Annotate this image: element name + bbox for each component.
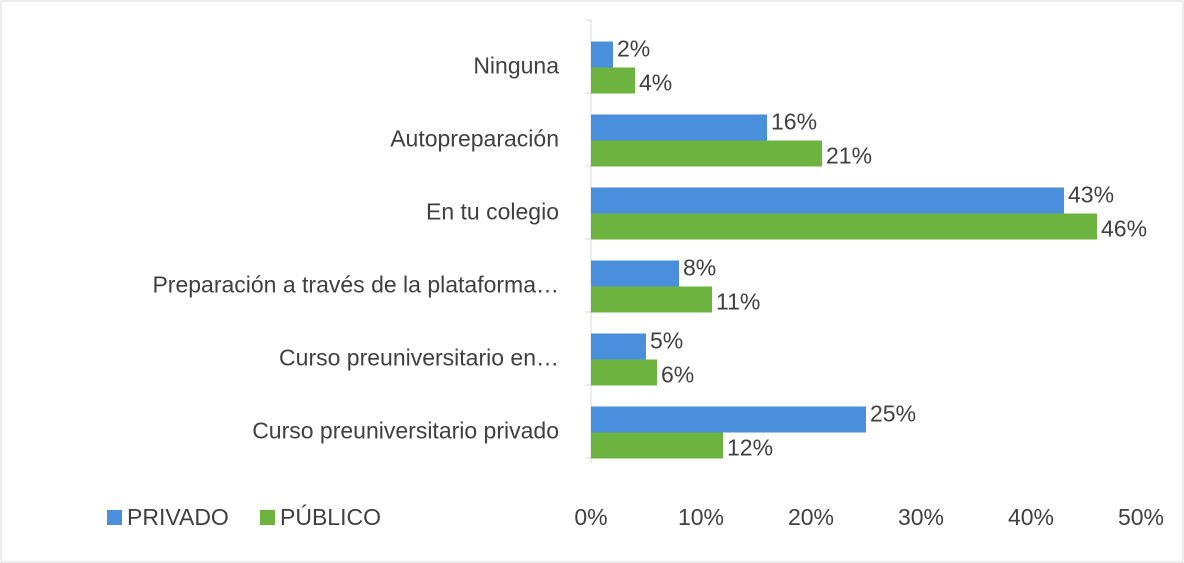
category-label: Curso preuniversitario privado: [252, 418, 559, 444]
bar: [591, 359, 657, 386]
bar: [591, 406, 866, 433]
x-tick-label: 0%: [574, 504, 607, 530]
category-label: Autopreparación: [390, 126, 559, 152]
data-label: 11%: [716, 289, 760, 315]
x-tick-label: 30%: [898, 504, 944, 530]
bar: [591, 41, 613, 68]
bar: [591, 333, 646, 360]
bar: [591, 432, 723, 459]
bar: [591, 213, 1097, 240]
data-label: 4%: [639, 70, 672, 96]
x-tick-label: 10%: [678, 504, 724, 530]
bar: [591, 260, 679, 287]
x-tick-label: 40%: [1008, 504, 1054, 530]
category-label: Ninguna: [473, 53, 559, 79]
data-label: 6%: [661, 362, 694, 388]
bar: [591, 140, 822, 167]
legend-label: PÚBLICO: [280, 504, 381, 530]
x-tick-label: 20%: [788, 504, 834, 530]
category-label: En tu colegio: [426, 199, 559, 225]
bar: [591, 114, 767, 141]
data-label: 8%: [683, 255, 716, 281]
data-label: 21%: [826, 143, 872, 169]
data-label: 12%: [727, 435, 773, 461]
data-label: 25%: [870, 401, 916, 427]
data-label: 16%: [771, 109, 817, 135]
legend-swatch: [107, 510, 122, 525]
legend-swatch: [260, 510, 275, 525]
x-tick-label: 50%: [1118, 504, 1164, 530]
bar: [591, 67, 635, 94]
legend-label: PRIVADO: [127, 504, 229, 530]
bar: [591, 187, 1064, 214]
data-label: 2%: [617, 36, 650, 62]
data-label: 5%: [650, 328, 683, 354]
data-label: 43%: [1068, 182, 1114, 208]
data-label: 46%: [1101, 216, 1147, 242]
category-label: Curso preuniversitario en…: [279, 345, 559, 371]
bar: [591, 286, 712, 313]
category-label: Preparación a través de la plataforma…: [152, 272, 559, 298]
